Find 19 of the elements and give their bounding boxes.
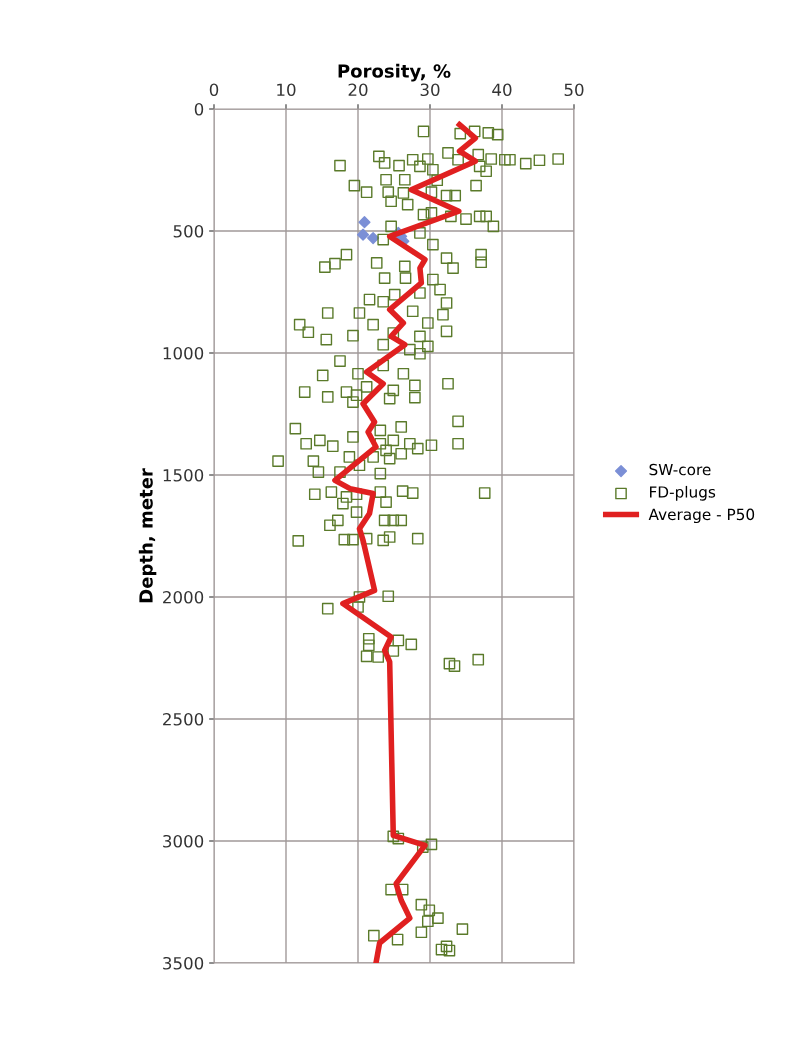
y-tick-label: 3000 (163, 834, 204, 848)
y-axis-title: Depth, meter (138, 468, 157, 603)
y-tick-label: 1000 (163, 346, 204, 360)
y-tick-label: 0 (194, 102, 204, 116)
legend-label: Average - P50 (648, 508, 755, 524)
legend-label: FD-plugs (650, 485, 716, 501)
x-tick-label: 0 (209, 83, 219, 97)
x-tick-label: 20 (348, 83, 368, 97)
y-tick-label: 2000 (163, 590, 204, 604)
legend-label: SW-core (649, 463, 711, 476)
x-tick-label: 40 (492, 83, 512, 97)
x-axis-title: Porosity, % (338, 63, 451, 82)
y-tick-label: 500 (173, 224, 204, 238)
y-tick-label: 1500 (163, 468, 204, 482)
x-tick-label: 10 (277, 83, 296, 97)
x-tick-label: 50 (564, 83, 584, 97)
y-tick-label: 3500 (163, 956, 204, 970)
y-tick-label: 2500 (163, 712, 204, 726)
x-tick-label: 30 (420, 83, 440, 97)
